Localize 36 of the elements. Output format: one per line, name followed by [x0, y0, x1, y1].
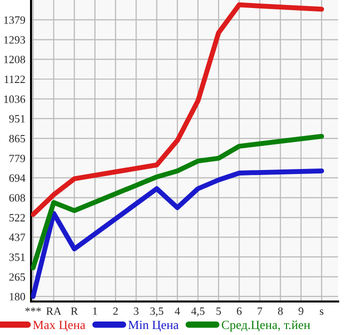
x-tick-label: ***: [25, 307, 41, 312]
y-tick-label: 1379: [4, 16, 26, 24]
x-tick-label: 2: [113, 307, 118, 315]
x-tick-label: 8: [278, 307, 283, 315]
x-tick-label: 3,5: [150, 307, 164, 316]
legend-label: Min Цена: [128, 320, 179, 332]
legend-label: Сред.Цена, т.йен: [222, 320, 310, 332]
y-tick-label: 1293: [4, 36, 26, 44]
y-tick-label: 351: [9, 253, 25, 261]
x-tick-label: 7: [258, 307, 262, 315]
x-tick-label: 9: [298, 307, 304, 315]
line-series: [31, 2, 324, 217]
x-tick-label: 1: [93, 307, 98, 315]
x-tick-label: 4: [174, 307, 180, 315]
y-tick-label: 437: [9, 234, 26, 242]
y-tick-label: 180: [10, 292, 26, 300]
x-tick-label: R: [70, 307, 78, 315]
x-tick-label: 5: [216, 307, 221, 315]
x-tick-label: RA: [46, 307, 62, 315]
x-tick-label: 6: [236, 307, 242, 315]
x-tick-label: s: [320, 310, 324, 315]
legend-label: Max Цена: [33, 320, 86, 332]
y-tick-label: 951: [9, 115, 25, 123]
y-tick-label: 865: [9, 134, 26, 142]
y-tick-label: 1036: [4, 95, 26, 103]
y-tick-label: 522: [9, 214, 25, 222]
x-tick-label: 3: [134, 307, 138, 315]
line-series: [31, 134, 324, 270]
y-tick-label: 1208: [4, 56, 26, 64]
y-tick-label: 265: [9, 273, 26, 281]
y-tick-label: 779: [10, 154, 26, 162]
y-tick-label: 1122: [4, 76, 25, 83]
y-tick-label: 694: [9, 174, 26, 182]
line-series: [31, 168, 324, 299]
y-tick-label: 608: [9, 194, 26, 202]
x-tick-label: 4,5: [191, 307, 204, 316]
